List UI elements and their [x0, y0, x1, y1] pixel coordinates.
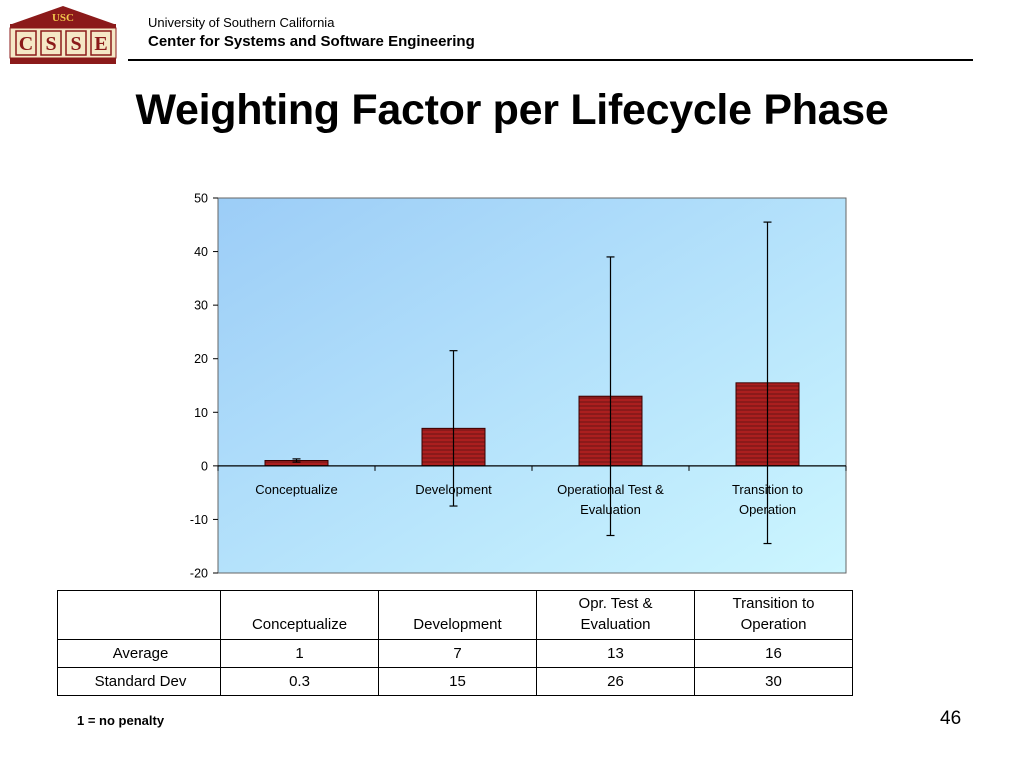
page-number: 46 [940, 708, 962, 729]
y-tick-label: 50 [194, 192, 208, 206]
slide-title: Weighting Factor per Lifecycle Phase [135, 86, 889, 134]
table-cell: 15 [378, 667, 537, 696]
table-cell: 30 [694, 667, 853, 696]
logo-top-text: USC [52, 12, 74, 24]
logo-letter: E [94, 33, 107, 55]
y-tick-label: 0 [201, 459, 208, 473]
x-category-label: Operation [739, 502, 796, 517]
y-tick-label: 30 [194, 299, 208, 313]
x-category-label: Transition to [732, 482, 803, 497]
table-cell: 26 [536, 667, 695, 696]
table-cell: 13 [536, 639, 695, 668]
x-category-label: Development [415, 482, 492, 497]
header-divider [128, 59, 973, 61]
table-cell: 0.3 [220, 667, 379, 696]
bar-chart: 50 40 30 20 10 0 -10 -20 Conceptualize Developmen… [190, 192, 847, 581]
center-name: Center for Systems and Software Engineer… [148, 33, 475, 50]
y-tick-label: -10 [190, 513, 208, 527]
table-header-cell: Conceptualize [220, 590, 379, 640]
y-tick-label: 10 [194, 406, 208, 420]
y-tick-label: 40 [194, 245, 208, 259]
footnote: 1 = no penalty [77, 713, 165, 728]
table-header-row: Conceptualize Development Opr. Test & Evalu… [57, 590, 853, 640]
university-name: University of Southern California [148, 15, 335, 30]
logo-letter-box [65, 30, 87, 56]
table-header-cell: Development [378, 590, 537, 640]
y-tick-label: 20 [194, 352, 208, 366]
table-cell: 16 [694, 639, 853, 668]
table-row: Average 1 7 13 16 [57, 639, 853, 668]
table-cell: 1 [220, 639, 379, 668]
logo-letter-box [15, 30, 37, 56]
logo-letter: C [19, 33, 33, 55]
x-category-label: Conceptualize [255, 482, 337, 497]
table-row: Standard Dev 0.3 15 26 30 [57, 667, 853, 696]
y-tick-label: -20 [190, 567, 208, 581]
table-row-label: Standard Dev [57, 667, 221, 696]
table-header-cell: Opr. Test & Evaluation [536, 590, 695, 640]
logo-letter: S [45, 33, 56, 55]
x-category-label: Operational Test & [557, 482, 664, 497]
table-row-label: Average [57, 639, 221, 668]
table-header-cell: Transition to Operation [694, 590, 853, 640]
table-cell: 7 [378, 639, 537, 668]
logo-letter: S [70, 33, 81, 55]
logo-letter-box [40, 30, 62, 56]
data-table: Conceptualize Development Opr. Test & Evalu… [57, 590, 853, 696]
table-corner-cell [57, 590, 221, 640]
x-category-label: Evaluation [580, 502, 641, 517]
logo-letter-box [90, 30, 112, 56]
